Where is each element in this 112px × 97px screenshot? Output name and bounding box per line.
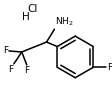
Text: F: F: [106, 63, 111, 72]
Text: F: F: [3, 46, 8, 55]
Text: F: F: [24, 66, 29, 75]
Text: H: H: [22, 12, 29, 22]
Text: F: F: [8, 65, 13, 74]
Text: Cl: Cl: [27, 4, 38, 14]
Text: NH$_2$: NH$_2$: [55, 16, 73, 28]
